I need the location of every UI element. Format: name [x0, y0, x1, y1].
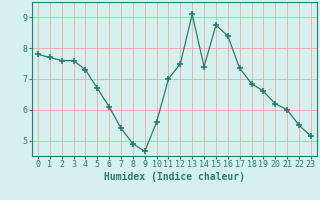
X-axis label: Humidex (Indice chaleur): Humidex (Indice chaleur)	[104, 172, 245, 182]
